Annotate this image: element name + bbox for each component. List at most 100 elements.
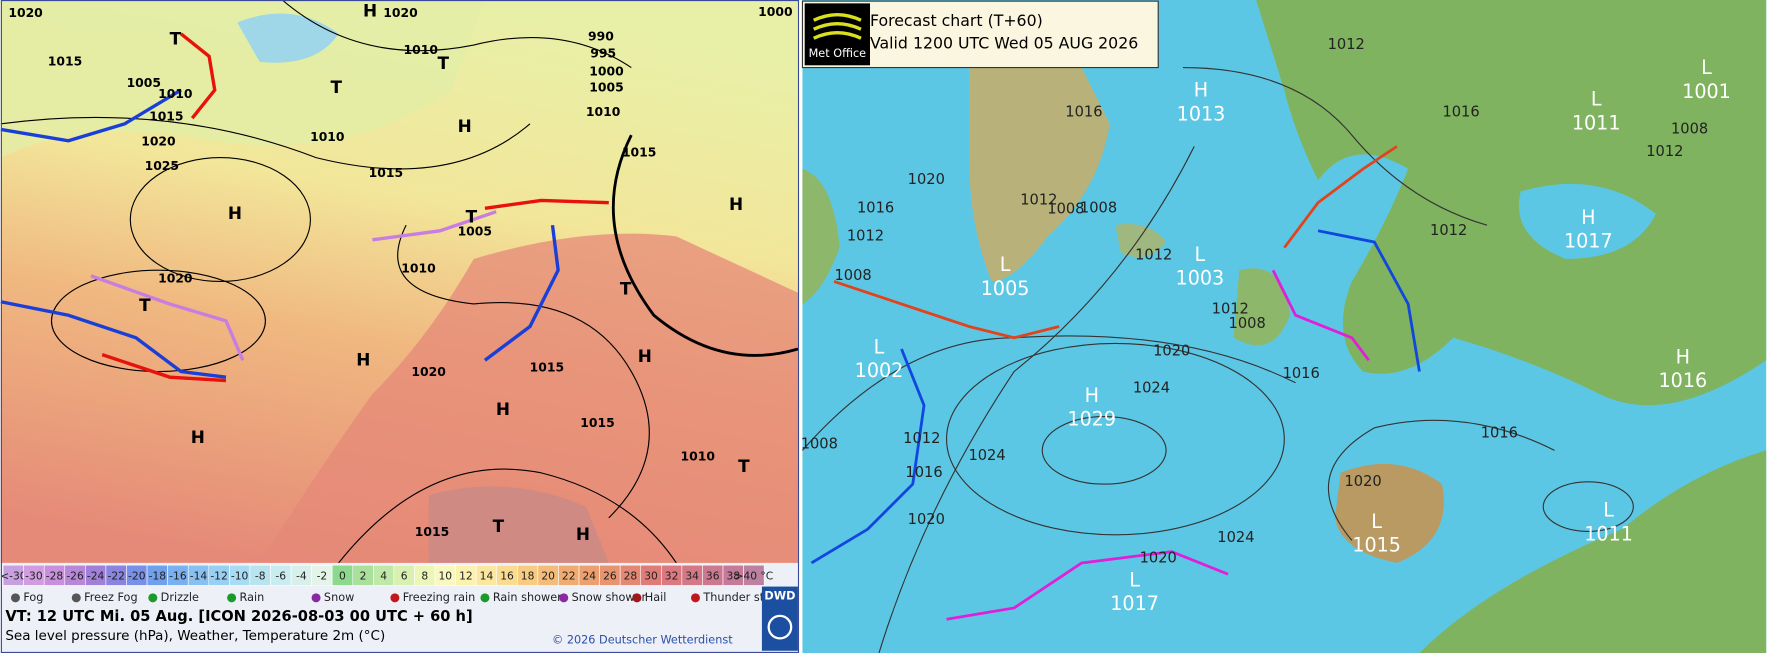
center-letter: L: [1591, 88, 1602, 111]
isobars: [802, 66, 1634, 653]
center-value: 1029: [1067, 407, 1116, 430]
scale-label: -18: [149, 569, 167, 582]
isobar-label: 1020: [411, 365, 446, 379]
isobar-label: 1020: [1153, 342, 1190, 359]
greenland: [969, 56, 1110, 282]
isobar-label: 1005: [458, 224, 492, 238]
occluded-front: [1271, 269, 1370, 362]
center-value: 1002: [855, 359, 904, 382]
dwd-logo-mark: [767, 614, 793, 640]
isobar-label: 1015: [580, 416, 614, 430]
legend-icon: [148, 593, 158, 603]
dwd-logo: [761, 586, 798, 651]
isobar: [281, 0, 632, 69]
legend-label: Rain: [240, 591, 265, 604]
scale-label: -26: [66, 569, 84, 582]
legend-icon: [71, 593, 81, 603]
pressure-center: H: [638, 346, 652, 366]
isobar: [397, 224, 650, 519]
center-letter: H: [1676, 346, 1690, 369]
scale-label: 38: [726, 569, 740, 582]
iberia: [1334, 463, 1444, 563]
legend-icon: [311, 593, 321, 603]
header-valid: Valid 1200 UTC Wed 05 AUG 2026: [870, 33, 1138, 52]
isobar-label: 1008: [1047, 200, 1084, 217]
center-value: 1005: [981, 277, 1030, 300]
cold-front: [0, 88, 182, 143]
isobar-label: 1012: [1430, 222, 1467, 239]
isobar: [1041, 416, 1167, 485]
isobar-label: 1010: [158, 87, 193, 101]
isobar-label: 1012: [903, 430, 940, 447]
left-frame: [0, 0, 800, 653]
scale-label: -20: [128, 569, 146, 582]
center-letter: L: [1603, 499, 1614, 522]
cold-front: [810, 348, 926, 565]
british-isles: [1233, 268, 1290, 346]
europe: [1256, 0, 1767, 653]
baltic-sea: [1518, 183, 1656, 259]
isobar-label: 1025: [145, 159, 179, 173]
isobar-label: 1000: [589, 65, 624, 79]
isobar: [945, 342, 1285, 536]
cold-front: [0, 300, 227, 379]
center-letter: L: [1701, 56, 1712, 79]
logo-mark: [812, 12, 862, 40]
warm-front: [179, 32, 217, 120]
scale-label: -2: [317, 569, 328, 582]
center-value: 1011: [1584, 522, 1633, 545]
legend-icon: [632, 593, 642, 603]
dwd-logo-text: DWD: [764, 590, 795, 603]
center-letter: L: [1000, 253, 1011, 276]
scale-label: -14: [190, 569, 208, 582]
scale-label: -6: [275, 569, 286, 582]
scale-label: 12: [459, 569, 473, 582]
legend-label: Snow shower: [572, 591, 647, 604]
center-value: 1016: [1659, 369, 1708, 392]
isobar-label: 1020: [158, 272, 193, 286]
isobar-label: 1008: [1671, 120, 1708, 137]
isobar-label: 1000: [758, 5, 793, 19]
center-letter: L: [1129, 568, 1140, 591]
scale-label: -22: [107, 569, 124, 582]
scale-label: 10: [439, 569, 453, 582]
center-letter: H: [1085, 384, 1099, 407]
isobar-label: 1015: [622, 146, 656, 160]
center-value: 1013: [1177, 102, 1226, 125]
scale-label: -4: [296, 569, 307, 582]
isobars: [0, 0, 799, 564]
metoffice-map: H1013L1005L1003L1002H1029L1017L1011L1001…: [801, 0, 1767, 653]
isobar-label: 1012: [1020, 191, 1057, 208]
scale-label: 14: [480, 569, 494, 582]
scale-label: 32: [665, 569, 679, 582]
description: Sea level pressure (hPa), Weather, Tempe…: [5, 628, 385, 644]
legend-icon: [559, 593, 569, 603]
isobar-label: 1008: [834, 267, 871, 284]
isobar: [611, 134, 799, 357]
pressure-center: H: [576, 524, 590, 544]
isobar-label: 1016: [857, 199, 894, 216]
pressure-center: H: [363, 0, 377, 20]
center-value: 1001: [1682, 80, 1731, 103]
scale-label: -30: [25, 569, 43, 582]
pressure-center: H: [356, 349, 370, 369]
warm-front: [484, 198, 609, 210]
scale-label: 34: [685, 569, 699, 582]
isobar: [0, 116, 531, 170]
isobar-label: 1020: [1345, 473, 1382, 490]
scale-label: 36: [706, 569, 720, 582]
occluded-front: [946, 550, 1229, 621]
isobar-label: 1024: [1133, 379, 1170, 396]
center-value: 1017: [1110, 592, 1159, 615]
isobar-label: 1010: [404, 43, 439, 57]
scale-label: 26: [603, 569, 617, 582]
isobar-label: 1015: [369, 166, 403, 180]
isobar-label: 1015: [415, 525, 449, 539]
scale-label: <-30: [0, 569, 27, 582]
isobar-label: 1005: [127, 76, 161, 90]
center-letter: L: [1371, 510, 1382, 533]
scale-label: 8: [421, 569, 428, 582]
scale-label: >40 °C: [734, 569, 773, 582]
